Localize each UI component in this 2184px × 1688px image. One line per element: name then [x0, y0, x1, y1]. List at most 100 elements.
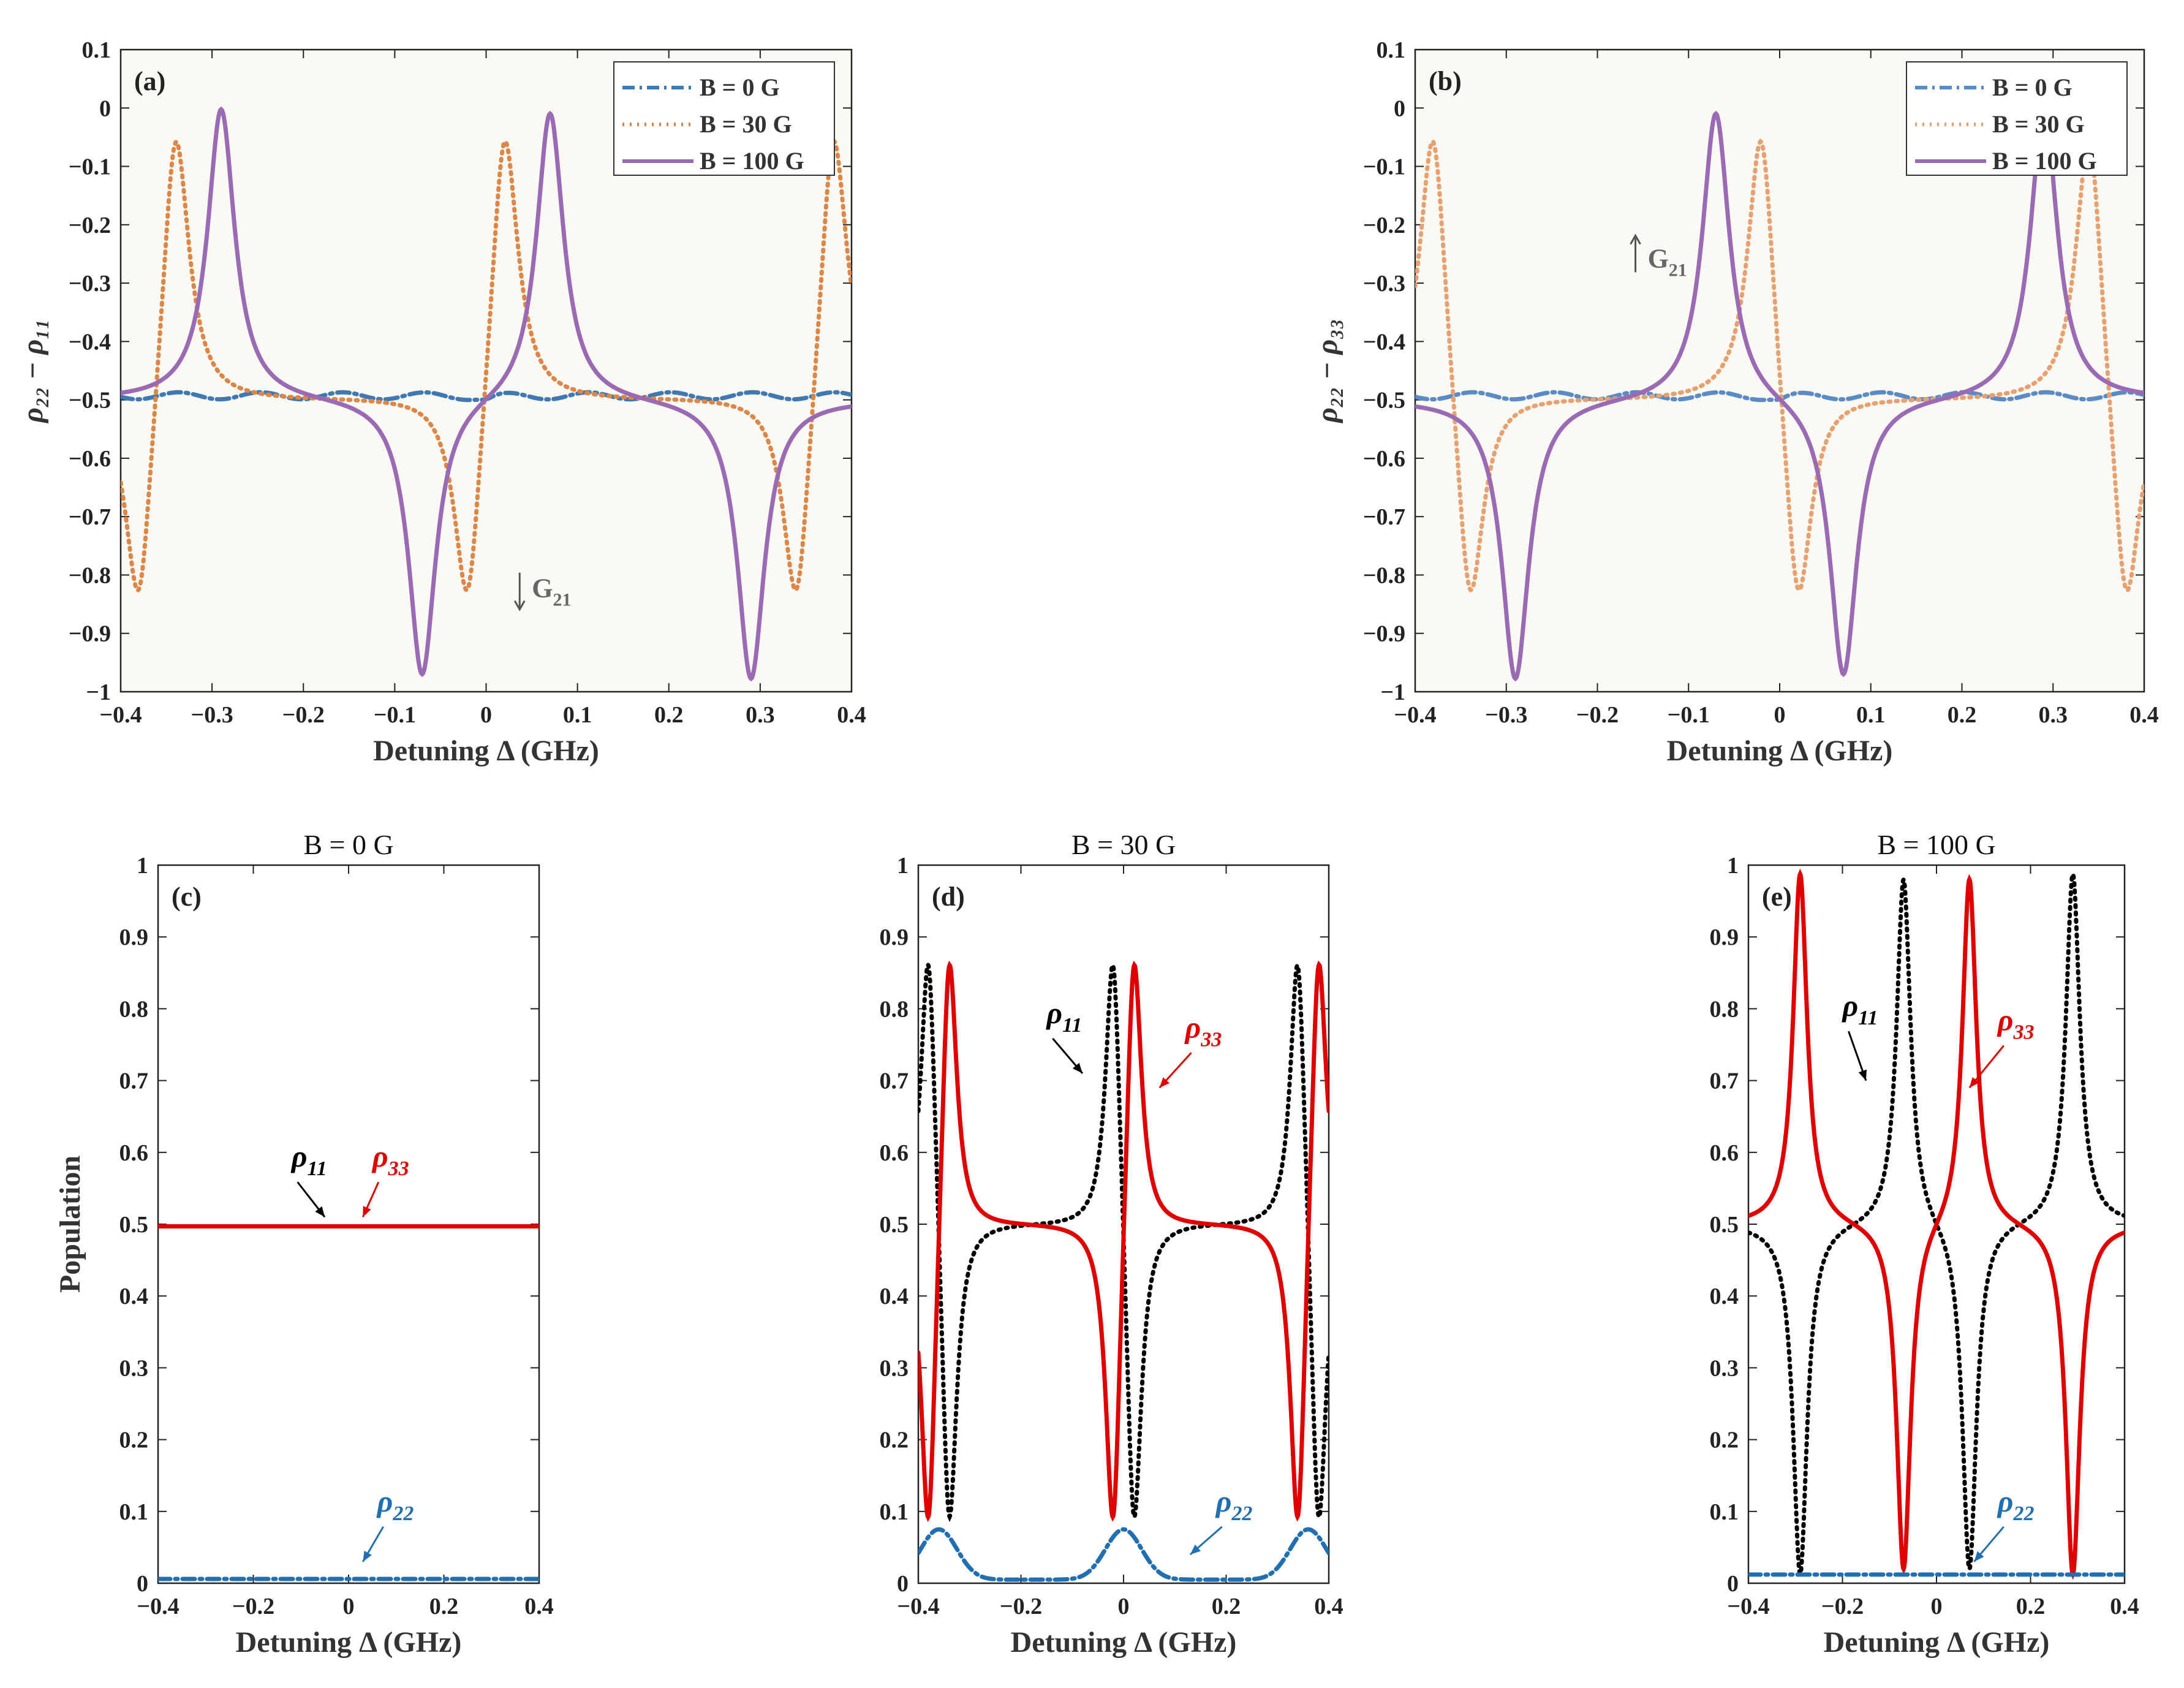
chart-panel-a: −0.4 −0.3 −0.2 −0.1 0 0.1 0.2 0.3 0.4 0.1 0 −0.1 −0.… [17, 37, 866, 767]
y-tick-label: 0.4 [1710, 1284, 1739, 1309]
y-tick-label: 0.9 [880, 925, 909, 950]
y-tick-label: 0 [897, 1571, 909, 1597]
panel-label: (c) [172, 882, 202, 912]
x-tick-label: 0.1 [563, 702, 592, 728]
y-tick-label: −0.2 [69, 213, 111, 238]
x-tick-label: 0.2 [1212, 1594, 1241, 1619]
y-axis-label: ρ₂₂ − ρ₁₁ [17, 319, 49, 423]
y-tick-label: −0.3 [1363, 271, 1405, 297]
x-tick-label: 0.2 [1948, 702, 1977, 728]
y-tick-label: 0.4 [880, 1284, 909, 1309]
x-tick-label: 0.4 [1314, 1594, 1343, 1619]
x-axis-label: Detuning Δ (GHz) [236, 1626, 462, 1659]
x-axis-label: Detuning Δ (GHz) [1011, 1626, 1237, 1659]
x-tick-label: 0.2 [429, 1594, 459, 1619]
y-tick-label: 0.6 [1710, 1140, 1739, 1166]
y-axis-label: ρ₂₂ − ρ₃₃ [1311, 319, 1343, 423]
rho-arrowhead [363, 1206, 371, 1217]
x-tick-label: −0.2 [1576, 702, 1619, 728]
y-tick-label: 0.2 [880, 1428, 909, 1453]
rho-label: ρ11 [1045, 996, 1082, 1037]
x-tick-label: 0 [1774, 702, 1786, 728]
rho-arrowhead [1190, 1544, 1201, 1555]
panel-title: B = 0 G [303, 829, 393, 860]
y-tick-label: 0.7 [1710, 1069, 1739, 1094]
chart-panel-d: −0.4 −0.2 0 0.2 0.4 1 0.9 0.8 0.7 0.6 0.5 0.4 0.3 0.2… [880, 829, 1343, 1659]
y-tick-label: 0 [137, 1571, 148, 1597]
y-tick-label: −0.6 [1363, 446, 1405, 472]
series-line-3 [121, 106, 852, 682]
y-tick-label: −0.3 [69, 271, 111, 297]
panel-label: (e) [1762, 882, 1792, 912]
x-tick-label: −0.3 [1485, 702, 1527, 728]
y-tick-label: −1 [1380, 679, 1405, 705]
legend-entry: B = 100 G [700, 147, 804, 175]
rho-arrowhead [1974, 1551, 1984, 1562]
y-tick-label: 0.1 [82, 37, 111, 63]
rho-arrowhead [1072, 1062, 1083, 1073]
g21-arrowhead [1630, 233, 1641, 245]
y-tick-label: 0.5 [1710, 1212, 1739, 1238]
x-axis-label: Detuning Δ (GHz) [1667, 735, 1893, 767]
y-tick-label: −0.5 [1363, 388, 1405, 414]
legend-box [1906, 61, 2128, 176]
x-tick-label: 0.1 [1856, 702, 1886, 728]
y-tick-label: 0 [1394, 96, 1405, 121]
rho-label: ρ11 [290, 1139, 327, 1180]
y-tick-label: −0.5 [69, 388, 111, 414]
legend-entry: B = 0 G [1992, 74, 2073, 101]
x-tick-label: 0 [1931, 1594, 1943, 1619]
rho-label: ρ33 [1997, 1003, 2035, 1044]
y-tick-label: −0.7 [69, 504, 111, 530]
series-group [158, 1224, 539, 1581]
panel-title: B = 30 G [1071, 829, 1176, 860]
x-tick-label: 0 [480, 702, 492, 728]
y-tick-label: 0.1 [1710, 1499, 1739, 1525]
g21-annotation: G21 [1648, 243, 1687, 280]
x-tick-label: 0.3 [746, 702, 775, 728]
x-axis-label: Detuning Δ (GHz) [373, 735, 599, 767]
y-tick-label: 0.9 [119, 925, 149, 950]
y-tick-label: 0.7 [880, 1069, 909, 1094]
y-tick-label: 0.6 [880, 1140, 909, 1166]
rho-label: ρ33 [1184, 1010, 1222, 1051]
panel-title: B = 100 G [1877, 829, 1995, 860]
y-tick-label: 0 [99, 96, 111, 121]
x-tick-label: −0.2 [282, 702, 325, 728]
series-line-2 [918, 960, 1329, 1523]
rho-arrowhead [315, 1206, 325, 1217]
x-tick-label: −0.4 [137, 1594, 179, 1619]
panel-label: (d) [932, 882, 965, 912]
x-tick-label: −0.2 [232, 1594, 274, 1619]
legend-entry: B = 100 G [1992, 147, 2097, 175]
y-tick-label: −0.9 [1363, 621, 1405, 647]
x-tick-label: −0.2 [1000, 1594, 1042, 1619]
x-tick-label: 0.3 [2039, 702, 2068, 728]
rho-label: ρ33 [371, 1139, 409, 1180]
x-tick-label: −0.1 [1668, 702, 1710, 728]
y-tick-label: 0.3 [1710, 1355, 1739, 1381]
x-tick-label: 0.2 [654, 702, 684, 728]
y-tick-label: −0.2 [1363, 213, 1405, 238]
y-tick-label: −0.9 [69, 621, 111, 647]
y-tick-label: 0.7 [119, 1069, 149, 1094]
y-tick-label: 0.8 [1710, 996, 1739, 1022]
series-line-2 [1748, 868, 2125, 1580]
y-tick-label: 0.1 [1377, 37, 1406, 63]
y-tick-label: −0.4 [69, 329, 111, 355]
y-tick-label: 0.5 [119, 1212, 149, 1238]
y-tick-label: 0.3 [880, 1355, 909, 1381]
y-tick-label: 0.8 [119, 996, 149, 1022]
x-tick-label: −0.4 [99, 702, 142, 728]
y-tick-label: 1 [897, 853, 909, 879]
y-tick-label: −0.8 [69, 562, 111, 588]
series-group [121, 106, 852, 682]
y-tick-label: 0.5 [880, 1212, 909, 1238]
y-tick-label: 0 [1727, 1571, 1739, 1597]
y-tick-label: 0.2 [119, 1428, 149, 1453]
x-tick-label: 0.4 [837, 702, 866, 728]
x-tick-label: 0.4 [2129, 702, 2159, 728]
y-tick-label: −0.1 [1363, 154, 1405, 180]
x-tick-label: −0.3 [191, 702, 233, 728]
y-tick-label: 0.4 [119, 1284, 149, 1309]
